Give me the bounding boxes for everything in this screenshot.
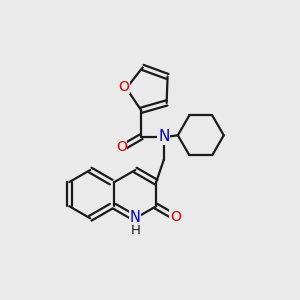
Text: O: O [118,80,129,94]
Text: O: O [116,140,127,154]
Text: N: N [129,210,140,225]
Text: O: O [170,209,181,224]
Text: H: H [130,224,140,237]
Text: N: N [158,129,169,144]
